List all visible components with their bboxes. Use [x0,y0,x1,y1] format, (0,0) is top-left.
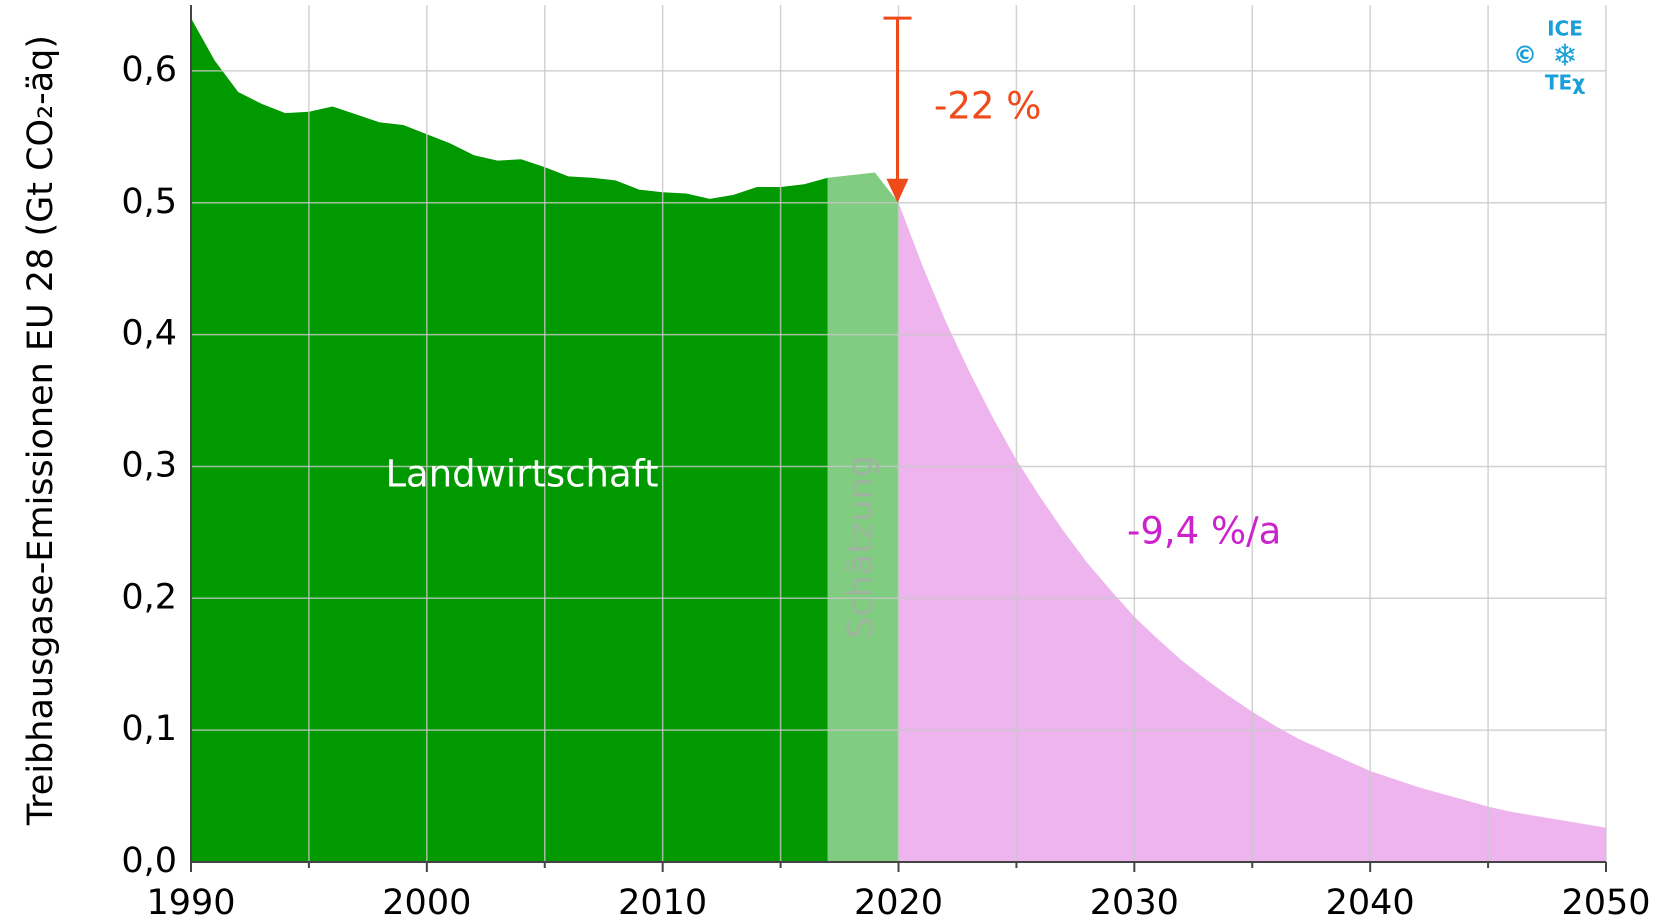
x-tick-label: 2050 [1561,883,1650,917]
area [898,202,1606,862]
y-tick-label: 0,2 [121,577,177,617]
logo-text: TEχ [1545,71,1585,95]
logo-text: ICE [1547,17,1583,41]
x-tick-label: 2020 [854,883,943,917]
logo-icon: ❄ [1552,39,1577,74]
x-tick-label: 2030 [1090,883,1179,917]
y-tick-label: 0,4 [121,314,177,354]
y-tick-label: 0,3 [121,445,177,485]
annotation: -22 % [934,85,1041,128]
x-tick-label: 2040 [1326,883,1415,917]
area [191,18,828,862]
arrow-head [886,178,909,203]
y-tick-label: 0,6 [121,50,177,90]
area [827,172,899,863]
annotation: Schätzung [841,455,881,639]
logo-text: © [1513,41,1537,69]
y-tick-label: 0,0 [121,841,177,881]
annotation: Landwirtschaft [385,453,658,496]
x-tick-label: 2010 [618,883,707,917]
x-tick-label: 1990 [146,883,235,917]
y-tick-label: 0,5 [121,182,177,222]
y-tick-label: 0,1 [121,709,177,749]
x-tick-label: 2000 [382,883,471,917]
annotation: -9,4 %/a [1127,510,1281,553]
y-axis-label: Treibhausgase-Emissionen EU 28 (Gt CO₂-ä… [21,35,61,826]
